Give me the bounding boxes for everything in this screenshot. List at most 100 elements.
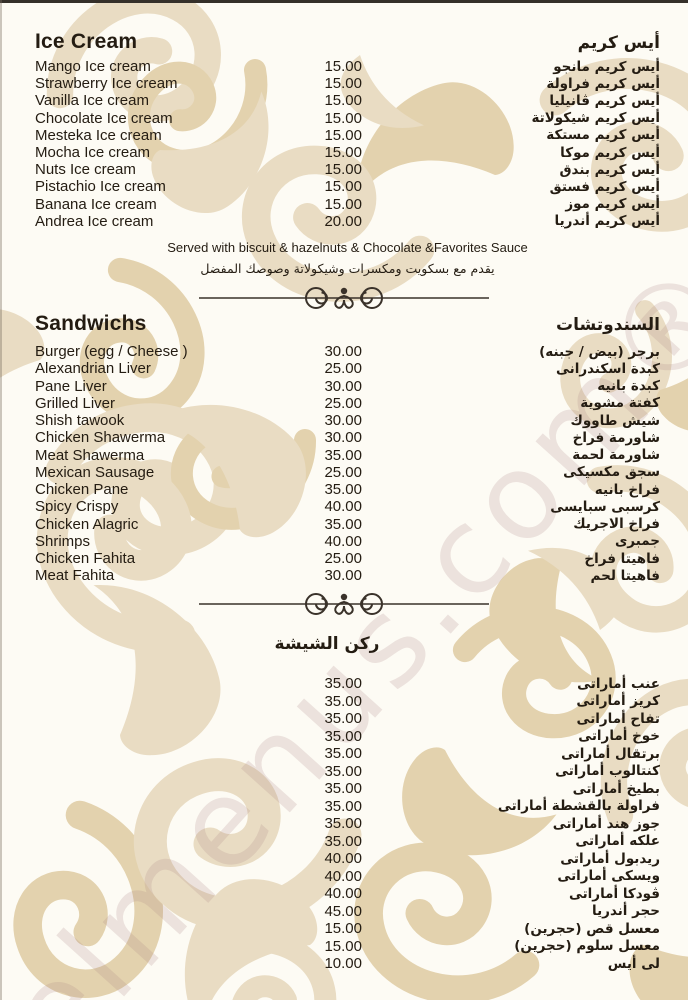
menu-item-row: 35.00 خوخ أماراتى	[0, 728, 688, 746]
item-name-en: Mesteka Ice cream	[35, 126, 162, 144]
menu-item-row: Mango Ice cream 15.00 أيس كريم مانجو	[0, 58, 688, 75]
item-name-ar: جمبرى	[614, 533, 660, 550]
menu-item-row: Banana Ice cream 15.00 أيس كريم موز	[0, 196, 688, 213]
item-price: 35.00	[324, 727, 362, 745]
item-price: 15.00	[324, 109, 362, 127]
item-name-ar: ريدبول أماراتى	[560, 850, 660, 867]
menu-item-row: Pane Liver 30.00 كبدة بانيه	[0, 378, 688, 395]
item-price: 35.00	[324, 745, 362, 763]
item-name-ar: شيش طاووك	[570, 412, 660, 429]
menu-item-row: 35.00 كريز أماراتى	[0, 693, 688, 711]
menu-item-row: 35.00 برتقال أماراتى	[0, 745, 688, 763]
item-price: 40.00	[324, 532, 362, 550]
item-name-ar: كريز أماراتى	[576, 693, 660, 710]
ornament-divider	[199, 287, 489, 309]
item-name-ar: برجر (بيض / جبنه)	[539, 343, 660, 360]
item-name-ar: أيس كريم شيكولاتة	[531, 110, 661, 127]
menu-item-row: Burger (egg / Cheese ) 30.00 برجر (بيض /…	[0, 343, 688, 360]
item-name-ar: لى أيس	[607, 955, 660, 972]
menu-item-row: Pistachio Ice cream 15.00 أيس كريم فستق	[0, 178, 688, 195]
item-name-en: Strawberry Ice cream	[35, 75, 178, 93]
item-price: 15.00	[324, 195, 362, 213]
menu-item-row: Nuts Ice cream 15.00 أيس كريم بندق	[0, 161, 688, 178]
item-price: 30.00	[324, 343, 362, 361]
item-name-en: Chicken Fahita	[35, 550, 136, 568]
menu-item-row: 15.00 معسل سلوم (حجرين)	[0, 938, 688, 956]
item-price: 15.00	[324, 920, 362, 938]
menu-item-row: Chocolate Ice cream 15.00 أيس كريم شيكول…	[0, 110, 688, 127]
menu-item-row: 35.00 جوز هند أماراتى	[0, 815, 688, 833]
menu-item-row: Shish tawook 30.00 شيش طاووك	[0, 412, 688, 429]
item-price: 30.00	[324, 567, 362, 585]
item-name-ar: أيس كريم ڤانيليا	[549, 92, 660, 109]
menu-item-row: 35.00 بطيخ أماراتى	[0, 780, 688, 798]
item-price: 35.00	[324, 446, 362, 464]
item-price: 40.00	[324, 498, 362, 516]
item-name-ar: تفاح أماراتى	[576, 710, 660, 727]
item-name-ar: ڤودكا أماراتى	[568, 885, 660, 902]
ice-cream-title-en: Ice Cream	[35, 30, 138, 53]
item-name-ar: فراولة بالقشطة أماراتى	[497, 798, 660, 815]
item-name-ar: علكه أماراتى	[575, 833, 660, 850]
menu-item-row: 45.00 حجر أندريا	[0, 903, 688, 921]
item-name-ar: أيس كريم بندق	[559, 161, 660, 178]
menu-item-row: 15.00 معسل قص (حجرين)	[0, 920, 688, 938]
item-name-ar: فاهيتا فراخ	[584, 550, 660, 567]
item-price: 15.00	[324, 92, 362, 110]
item-price: 25.00	[324, 394, 362, 412]
item-name-ar: كنتالوب أماراتى	[555, 763, 660, 780]
sandwiches-title-ar: السندوتشات	[556, 315, 660, 335]
sandwiches-title-en: Sandwichs	[35, 312, 147, 335]
item-name-ar: شاورمة لحمة	[572, 447, 660, 464]
item-price: 30.00	[324, 412, 362, 430]
item-price: 35.00	[324, 780, 362, 798]
item-price: 15.00	[324, 144, 362, 162]
item-name-ar: أيس كريم أندريا	[554, 213, 661, 230]
sandwiches-items: Burger (egg / Cheese ) 30.00 برجر (بيض /…	[0, 343, 688, 585]
item-price: 35.00	[324, 675, 362, 693]
menu-item-row: 35.00 تفاح أماراتى	[0, 710, 688, 728]
item-name-en: Meat Shawerma	[35, 446, 145, 464]
item-name-ar: خوخ أماراتى	[578, 728, 660, 745]
item-name-ar: ويسكى أماراتى	[557, 868, 660, 885]
item-name-ar: كبدة اسكندرانى	[555, 360, 660, 377]
item-name-en: Banana Ice cream	[35, 195, 157, 213]
item-name-en: Meat Fahita	[35, 567, 115, 585]
ice-cream-note-ar: يقدم مع بسكويت ومكسرات وشيكولاتة وصوصك ا…	[200, 261, 495, 276]
item-name-en: Shish tawook	[35, 412, 125, 430]
menu-item-row: Shrimps 40.00 جمبرى	[0, 533, 688, 550]
item-name-ar: معسل قص (حجرين)	[524, 920, 660, 937]
item-name-ar: أيس كريم موز	[565, 196, 660, 213]
item-price: 40.00	[324, 850, 362, 868]
item-name-ar: عنب أماراتى	[577, 675, 660, 692]
item-name-ar: برتقال أماراتى	[561, 745, 660, 762]
item-name-ar: سجق مكسيكى	[563, 464, 660, 481]
item-name-ar: كرسبى سبايسى	[550, 498, 660, 515]
item-name-en: Mocha Ice cream	[35, 144, 151, 162]
menu-item-row: Meat Fahita 30.00 فاهيتا لحم	[0, 567, 688, 584]
item-name-ar: معسل سلوم (حجرين)	[514, 938, 660, 955]
ice-cream-header-row: Ice Cream أيس كريم	[0, 30, 688, 54]
menu-item-row: 35.00 عنب أماراتى	[0, 675, 688, 693]
item-price: 15.00	[324, 161, 362, 179]
item-price: 30.00	[324, 429, 362, 447]
item-price: 20.00	[324, 212, 362, 230]
ornament-divider	[199, 593, 489, 615]
menu-item-row: Chicken Shawerma 30.00 شاورمة فراخ	[0, 429, 688, 446]
item-name-en: Spicy Crispy	[35, 498, 119, 516]
menu-item-row: 40.00 ريدبول أماراتى	[0, 850, 688, 868]
item-name-ar: فراخ الاجريك	[573, 516, 660, 533]
menu-item-row: Mesteka Ice cream 15.00 أيس كريم مستكة	[0, 127, 688, 144]
item-price: 40.00	[324, 867, 362, 885]
item-price: 15.00	[324, 58, 362, 76]
item-price: 25.00	[324, 463, 362, 481]
item-name-ar: أيس كريم موكا	[560, 144, 660, 161]
item-name-ar: بطيخ أماراتى	[572, 780, 660, 797]
item-name-ar: فراخ بانيه	[594, 481, 660, 498]
item-name-en: Vanilla Ice cream	[35, 92, 149, 110]
item-price: 35.00	[324, 762, 362, 780]
item-name-en: Chocolate Ice cream	[35, 109, 173, 127]
menu-item-row: 35.00 فراولة بالقشطة أماراتى	[0, 798, 688, 816]
item-name-ar: جوز هند أماراتى	[552, 815, 660, 832]
